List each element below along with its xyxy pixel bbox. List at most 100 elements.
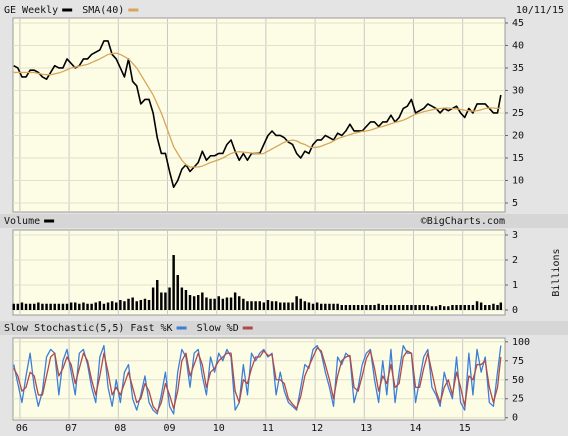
- volume-bar: [110, 301, 114, 310]
- panel-header: [0, 214, 568, 228]
- volume-bar: [57, 303, 61, 310]
- volume-bar: [463, 305, 466, 310]
- volume-bar: [65, 303, 69, 310]
- volume-bar: [209, 298, 212, 310]
- volume-bar: [78, 303, 81, 310]
- volume-bar: [393, 305, 397, 310]
- volume-bar: [139, 300, 143, 310]
- volume-bar: [488, 305, 491, 310]
- volume-bar: [135, 301, 138, 310]
- volume-bar: [201, 292, 204, 310]
- volume-bar: [151, 287, 155, 310]
- legend-label: Fast %K: [130, 323, 172, 334]
- volume-bar: [311, 303, 315, 310]
- volume-bar: [53, 303, 56, 310]
- y-tick-label: 75: [512, 356, 524, 367]
- volume-bar: [254, 301, 257, 310]
- x-tick-label: 07: [65, 423, 77, 434]
- panel-title: Slow Stochastic(5,5): [4, 323, 124, 334]
- volume-bar: [258, 301, 261, 310]
- volume-bar: [20, 302, 24, 310]
- plot-area: [12, 337, 506, 421]
- y-tick-label: 25: [512, 394, 524, 405]
- volume-bar: [369, 305, 372, 310]
- legend-label: Volume: [4, 216, 40, 227]
- volume-bar: [303, 301, 307, 310]
- x-tick-label: 11: [262, 423, 274, 434]
- volume-bar: [320, 303, 323, 310]
- volume-bar: [74, 302, 77, 310]
- volume-bar: [127, 298, 130, 310]
- chart-date: 10/11/15: [516, 5, 564, 16]
- volume-bar: [307, 302, 311, 310]
- volume-bar: [385, 305, 389, 310]
- volume-bar: [283, 302, 286, 310]
- y-tick-label: 35: [512, 63, 524, 74]
- volume-bar: [356, 305, 360, 310]
- volume-bar: [287, 302, 290, 310]
- volume-bar: [499, 302, 503, 310]
- volume-bar: [119, 300, 122, 310]
- volume-bar: [172, 255, 175, 310]
- volume-bar: [188, 295, 192, 310]
- volume-bar: [197, 295, 200, 310]
- volume-bar: [69, 302, 73, 310]
- volume-bar: [479, 302, 483, 310]
- volume-bar: [217, 296, 220, 310]
- volume-bar: [414, 305, 417, 310]
- volume-bar: [82, 302, 85, 310]
- volume-bar: [381, 305, 384, 310]
- plot-area: [12, 229, 506, 316]
- volume-bar: [221, 298, 225, 310]
- x-tick-label: 13: [360, 423, 372, 434]
- volume-bar: [389, 305, 393, 310]
- volume-bar: [12, 303, 15, 310]
- volume-bar: [340, 305, 343, 310]
- volume-bar: [250, 301, 253, 310]
- volume-bar: [365, 305, 368, 310]
- volume-bar: [332, 303, 335, 310]
- volume-bar: [205, 297, 208, 310]
- volume-bar: [45, 303, 48, 310]
- volume-bar: [233, 292, 237, 310]
- y-tick-label: 100: [512, 337, 530, 348]
- x-tick-label: 09: [163, 423, 175, 434]
- volume-bar: [184, 290, 188, 310]
- volume-bar: [451, 305, 454, 310]
- volume-bar: [279, 302, 282, 310]
- volume-bar: [426, 305, 430, 310]
- y-tick-label: 0: [512, 413, 518, 424]
- volume-bar: [475, 301, 479, 310]
- volume-bar: [348, 305, 352, 310]
- x-tick-label: 10: [213, 423, 225, 434]
- volume-bar: [344, 305, 348, 310]
- volume-bar: [328, 303, 331, 310]
- x-tick-label: 08: [114, 423, 126, 434]
- volume-bar: [90, 303, 93, 310]
- volume-bar: [496, 305, 499, 310]
- volume-bar: [397, 305, 401, 310]
- legend-label: GE Weekly: [4, 5, 58, 16]
- volume-bar: [324, 303, 327, 310]
- y-axis-label: Billions: [551, 248, 562, 296]
- y-tick-label: 2: [512, 255, 518, 266]
- volume-bar: [467, 305, 471, 310]
- volume-bar: [237, 296, 241, 310]
- volume-bar: [102, 303, 106, 310]
- volume-bar: [156, 280, 159, 310]
- volume-bar: [438, 305, 442, 310]
- volume-bar: [225, 297, 229, 310]
- y-tick-label: 40: [512, 40, 524, 51]
- volume-bar: [406, 305, 409, 310]
- volume-bar: [131, 297, 134, 310]
- plot-area: [12, 17, 506, 213]
- volume-bar: [37, 302, 40, 310]
- volume-bar: [123, 301, 126, 310]
- volume-bar: [315, 302, 319, 310]
- volume-bar: [147, 300, 151, 310]
- volume-bar: [443, 306, 446, 310]
- volume-bar: [33, 303, 36, 310]
- panel-header: [0, 321, 568, 335]
- y-tick-label: 25: [512, 108, 524, 119]
